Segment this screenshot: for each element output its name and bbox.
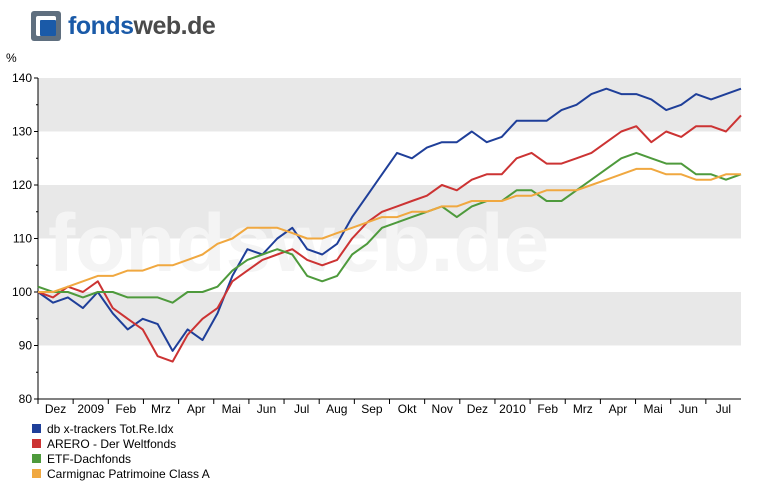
header: fondsweb.de <box>30 8 216 44</box>
x-tick-label-12: Dez <box>467 402 488 416</box>
logo-text-part2: web.de <box>133 11 216 40</box>
series-line-1 <box>37 114 742 363</box>
x-tick-label-10: Okt <box>398 402 417 416</box>
x-tick-label-1: 2009 <box>77 402 104 416</box>
grid-band-2 <box>38 292 741 346</box>
legend-label-1: ARERO - Der Weltfonds <box>47 436 177 451</box>
grid-band-0 <box>38 78 741 132</box>
series-line-2 <box>37 151 742 304</box>
x-tick-label-19: Jul <box>716 402 731 416</box>
watermark-text: fondsweb.de <box>48 198 549 289</box>
y-tick-label-100: 100 <box>12 285 32 299</box>
x-tick-label-0: Dez <box>45 402 66 416</box>
legend-item-0: db x-trackers Tot.Re.Idx <box>32 421 210 436</box>
x-tick-label-8: Aug <box>326 402 347 416</box>
y-tick-label-130: 130 <box>12 125 32 139</box>
x-tick-label-14: Feb <box>537 402 558 416</box>
y-tick-label-80: 80 <box>19 392 33 406</box>
series-line-3 <box>38 167 741 293</box>
y-tick-label-120: 120 <box>12 178 32 192</box>
logo-text: fondsweb.de <box>68 11 216 41</box>
legend-swatch-2 <box>32 454 41 463</box>
x-tick-label-18: Jun <box>679 402 698 416</box>
grid-band-1 <box>38 185 741 239</box>
y-tick-label-140: 140 <box>12 71 32 85</box>
legend: db x-trackers Tot.Re.Idx ARERO - Der Welt… <box>32 421 210 481</box>
series-line-0 <box>37 87 742 352</box>
legend-swatch-3 <box>32 469 41 478</box>
y-tick-label-110: 110 <box>13 232 32 246</box>
x-tick-label-7: Jul <box>294 402 309 416</box>
x-tick-label-2: Feb <box>116 402 137 416</box>
x-tick-label-4: Apr <box>187 402 206 416</box>
chart-area: fondsweb.de% 80 90 100 110 120 130 140 Dez 2009 Fe… <box>0 48 775 418</box>
logo-icon <box>31 11 61 41</box>
legend-swatch-0 <box>32 424 41 433</box>
legend-label-3: Carmignac Patrimoine Class A <box>47 466 210 481</box>
logo-text-part1: fonds <box>68 11 134 40</box>
legend-item-1: ARERO - Der Weltfonds <box>32 436 210 451</box>
line-chart: fondsweb.de% 80 90 100 110 120 130 140 Dez 2009 Fe… <box>6 51 742 416</box>
x-tick-label-9: Sep <box>361 402 383 416</box>
y-axis-unit: % <box>6 51 17 65</box>
x-tick-label-11: Nov <box>432 402 453 416</box>
legend-item-3: Carmignac Patrimoine Class A <box>32 466 210 481</box>
legend-label-0: db x-trackers Tot.Re.Idx <box>47 421 174 436</box>
y-tick-label-90: 90 <box>19 339 33 353</box>
x-tick-label-16: Apr <box>609 402 628 416</box>
x-tick-label-17: Mai <box>643 402 662 416</box>
legend-swatch-1 <box>32 439 41 448</box>
legend-label-2: ETF-Dachfonds <box>47 451 132 466</box>
x-tick-label-3: Mrz <box>151 402 171 416</box>
x-tick-label-15: Mrz <box>573 402 593 416</box>
x-tick-label-13: 2010 <box>499 402 526 416</box>
x-tick-label-6: Jun <box>257 402 276 416</box>
legend-item-2: ETF-Dachfonds <box>32 451 210 466</box>
x-tick-label-5: Mai <box>222 402 241 416</box>
